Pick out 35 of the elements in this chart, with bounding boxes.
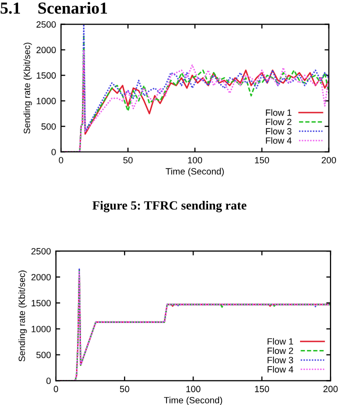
y-axis-title: Sending rate (Kbit/sec): [18, 270, 27, 362]
x-tick-label: 100: [188, 156, 202, 164]
x-tick-label: 150: [255, 386, 270, 392]
y-tick-label: 500: [41, 123, 56, 130]
legend-label: Flow 3: [266, 128, 292, 134]
legend-label: Flow 3: [268, 356, 294, 364]
y-tick-label: 1500: [32, 300, 51, 306]
legend-label: Flow 4: [266, 137, 292, 144]
y-tick-label: 0: [51, 148, 56, 156]
y-tick-label: 1000: [32, 326, 51, 332]
x-tick-label: 100: [186, 386, 200, 392]
legend-label: Flow 1: [266, 109, 292, 116]
y-tick-label: 0: [46, 378, 51, 384]
legend-label: Flow 2: [266, 118, 292, 126]
y-tick-label: 2000: [36, 46, 56, 54]
y-tick-label: 2500: [31, 248, 51, 254]
x-tick-label: 200: [322, 156, 336, 164]
y-tick-label: 2000: [31, 274, 51, 280]
x-axis-title: Time (Second): [166, 168, 224, 176]
y-tick-label: 1000: [36, 98, 56, 104]
y-tick-label: 2500: [36, 21, 56, 28]
y-tick-label: 500: [36, 352, 51, 358]
x-tick-label: 50: [123, 156, 133, 164]
chart-title: 5.1 Scenario1: [0, 2, 107, 14]
x-tick-label: 0: [58, 156, 64, 164]
x-tick-label: 50: [120, 386, 130, 392]
legend-label: Flow 2: [268, 347, 294, 354]
legend-label: Flow 1: [268, 338, 294, 345]
legend-label: Flow 4: [268, 366, 294, 373]
x-axis-title: Time (Second): [164, 396, 222, 405]
y-tick-label: 1500: [36, 72, 56, 79]
x-tick-label: 200: [323, 386, 338, 392]
x-tick-label: 150: [255, 156, 270, 164]
caption: Figure 5: TFRC sending rate: [92, 200, 246, 212]
y-axis-title: Sending rate (Kbit/sec): [23, 42, 32, 134]
